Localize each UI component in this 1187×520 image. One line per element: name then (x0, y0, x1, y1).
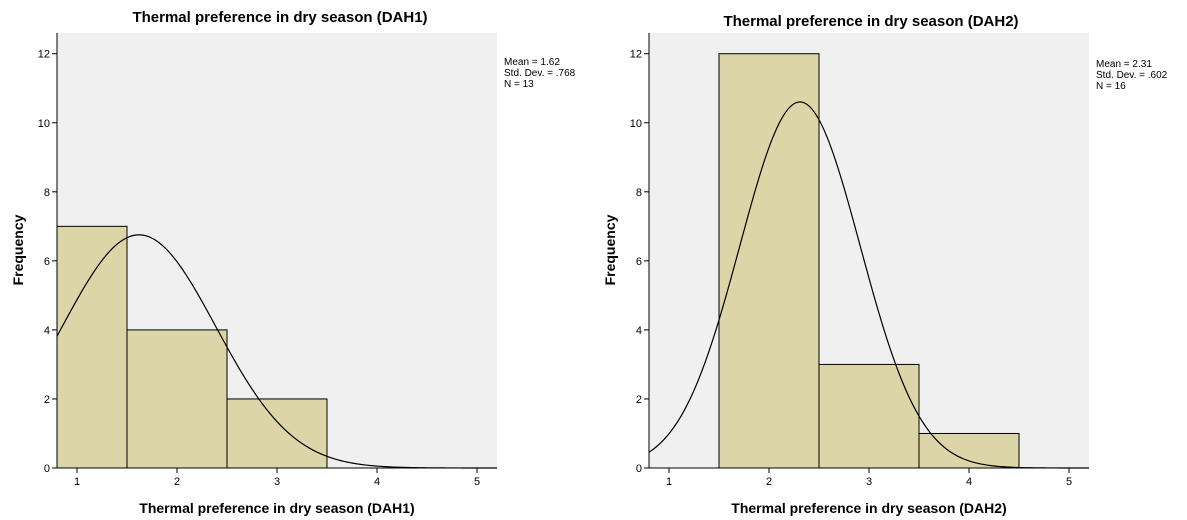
histogram-bar-2 (126, 329, 228, 469)
stats-n: N = 13 (504, 79, 534, 90)
y-tick-label: 2 (636, 394, 642, 406)
stats-n: N = 16 (1096, 81, 1126, 92)
x-tick-label: 2 (174, 476, 180, 488)
y-tick-label: 6 (44, 256, 50, 268)
chart-title: Thermal preference in dry season (DAH1) (132, 9, 427, 26)
y-axis-label: Frequency (602, 214, 618, 285)
y-tick-label: 6 (636, 256, 642, 268)
bars (56, 225, 328, 469)
x-tick-label: 5 (1066, 476, 1072, 488)
x-tick-label: 1 (666, 476, 672, 488)
stats-mean: Mean = 1.62 (504, 57, 560, 68)
x-tick-label: 1 (74, 476, 80, 488)
histogram-bar-1 (718, 53, 820, 469)
y-axis-label: Frequency (10, 214, 26, 285)
y-tick-label: 12 (38, 49, 50, 61)
x-tick-label: 3 (274, 476, 280, 488)
histogram-bar-3 (918, 432, 1020, 469)
x-tick-label: 4 (374, 476, 380, 488)
y-tick-label: 0 (636, 463, 642, 475)
chart-title: Thermal preference in dry season (DAH2) (723, 13, 1018, 30)
y-tick-label: 8 (44, 187, 50, 199)
y-tick-label: 10 (38, 118, 50, 130)
normal-curve (648, 101, 1089, 469)
histogram-panel-dah1: 1 2 3 4 5 0 2 4 6 8 10 12 Thermal preference in dry… (10, 9, 576, 516)
y-tick-label: 0 (44, 463, 50, 475)
y-tick-label: 2 (44, 394, 50, 406)
y-tick-label: 12 (630, 49, 642, 61)
y-tick-label: 4 (44, 325, 50, 337)
y-tick-label: 4 (636, 325, 642, 337)
stats-mean: Mean = 2.31 (1096, 59, 1152, 70)
x-tick-label: 4 (966, 476, 972, 488)
histogram-bar-2 (818, 363, 920, 469)
y-tick-label: 8 (636, 187, 642, 199)
stats-std-dev: Std. Dev. = .602 (1096, 70, 1168, 81)
histogram-bar-3 (226, 398, 328, 469)
y-tick-label: 10 (630, 118, 642, 130)
x-tick-label: 3 (866, 476, 872, 488)
histogram-bar-1 (56, 225, 128, 469)
stats-std-dev: Std. Dev. = .768 (504, 68, 576, 79)
x-tick-label: 5 (474, 476, 480, 488)
x-axis-label: Thermal preference in dry season (DAH2) (731, 500, 1006, 516)
histogram-panel-dah2: 1 2 3 4 5 0 2 4 6 8 10 12 Thermal preference in dry… (594, 0, 1187, 520)
x-axis-label: Thermal preference in dry season (DAH1) (139, 500, 414, 516)
x-tick-label: 2 (766, 476, 772, 488)
